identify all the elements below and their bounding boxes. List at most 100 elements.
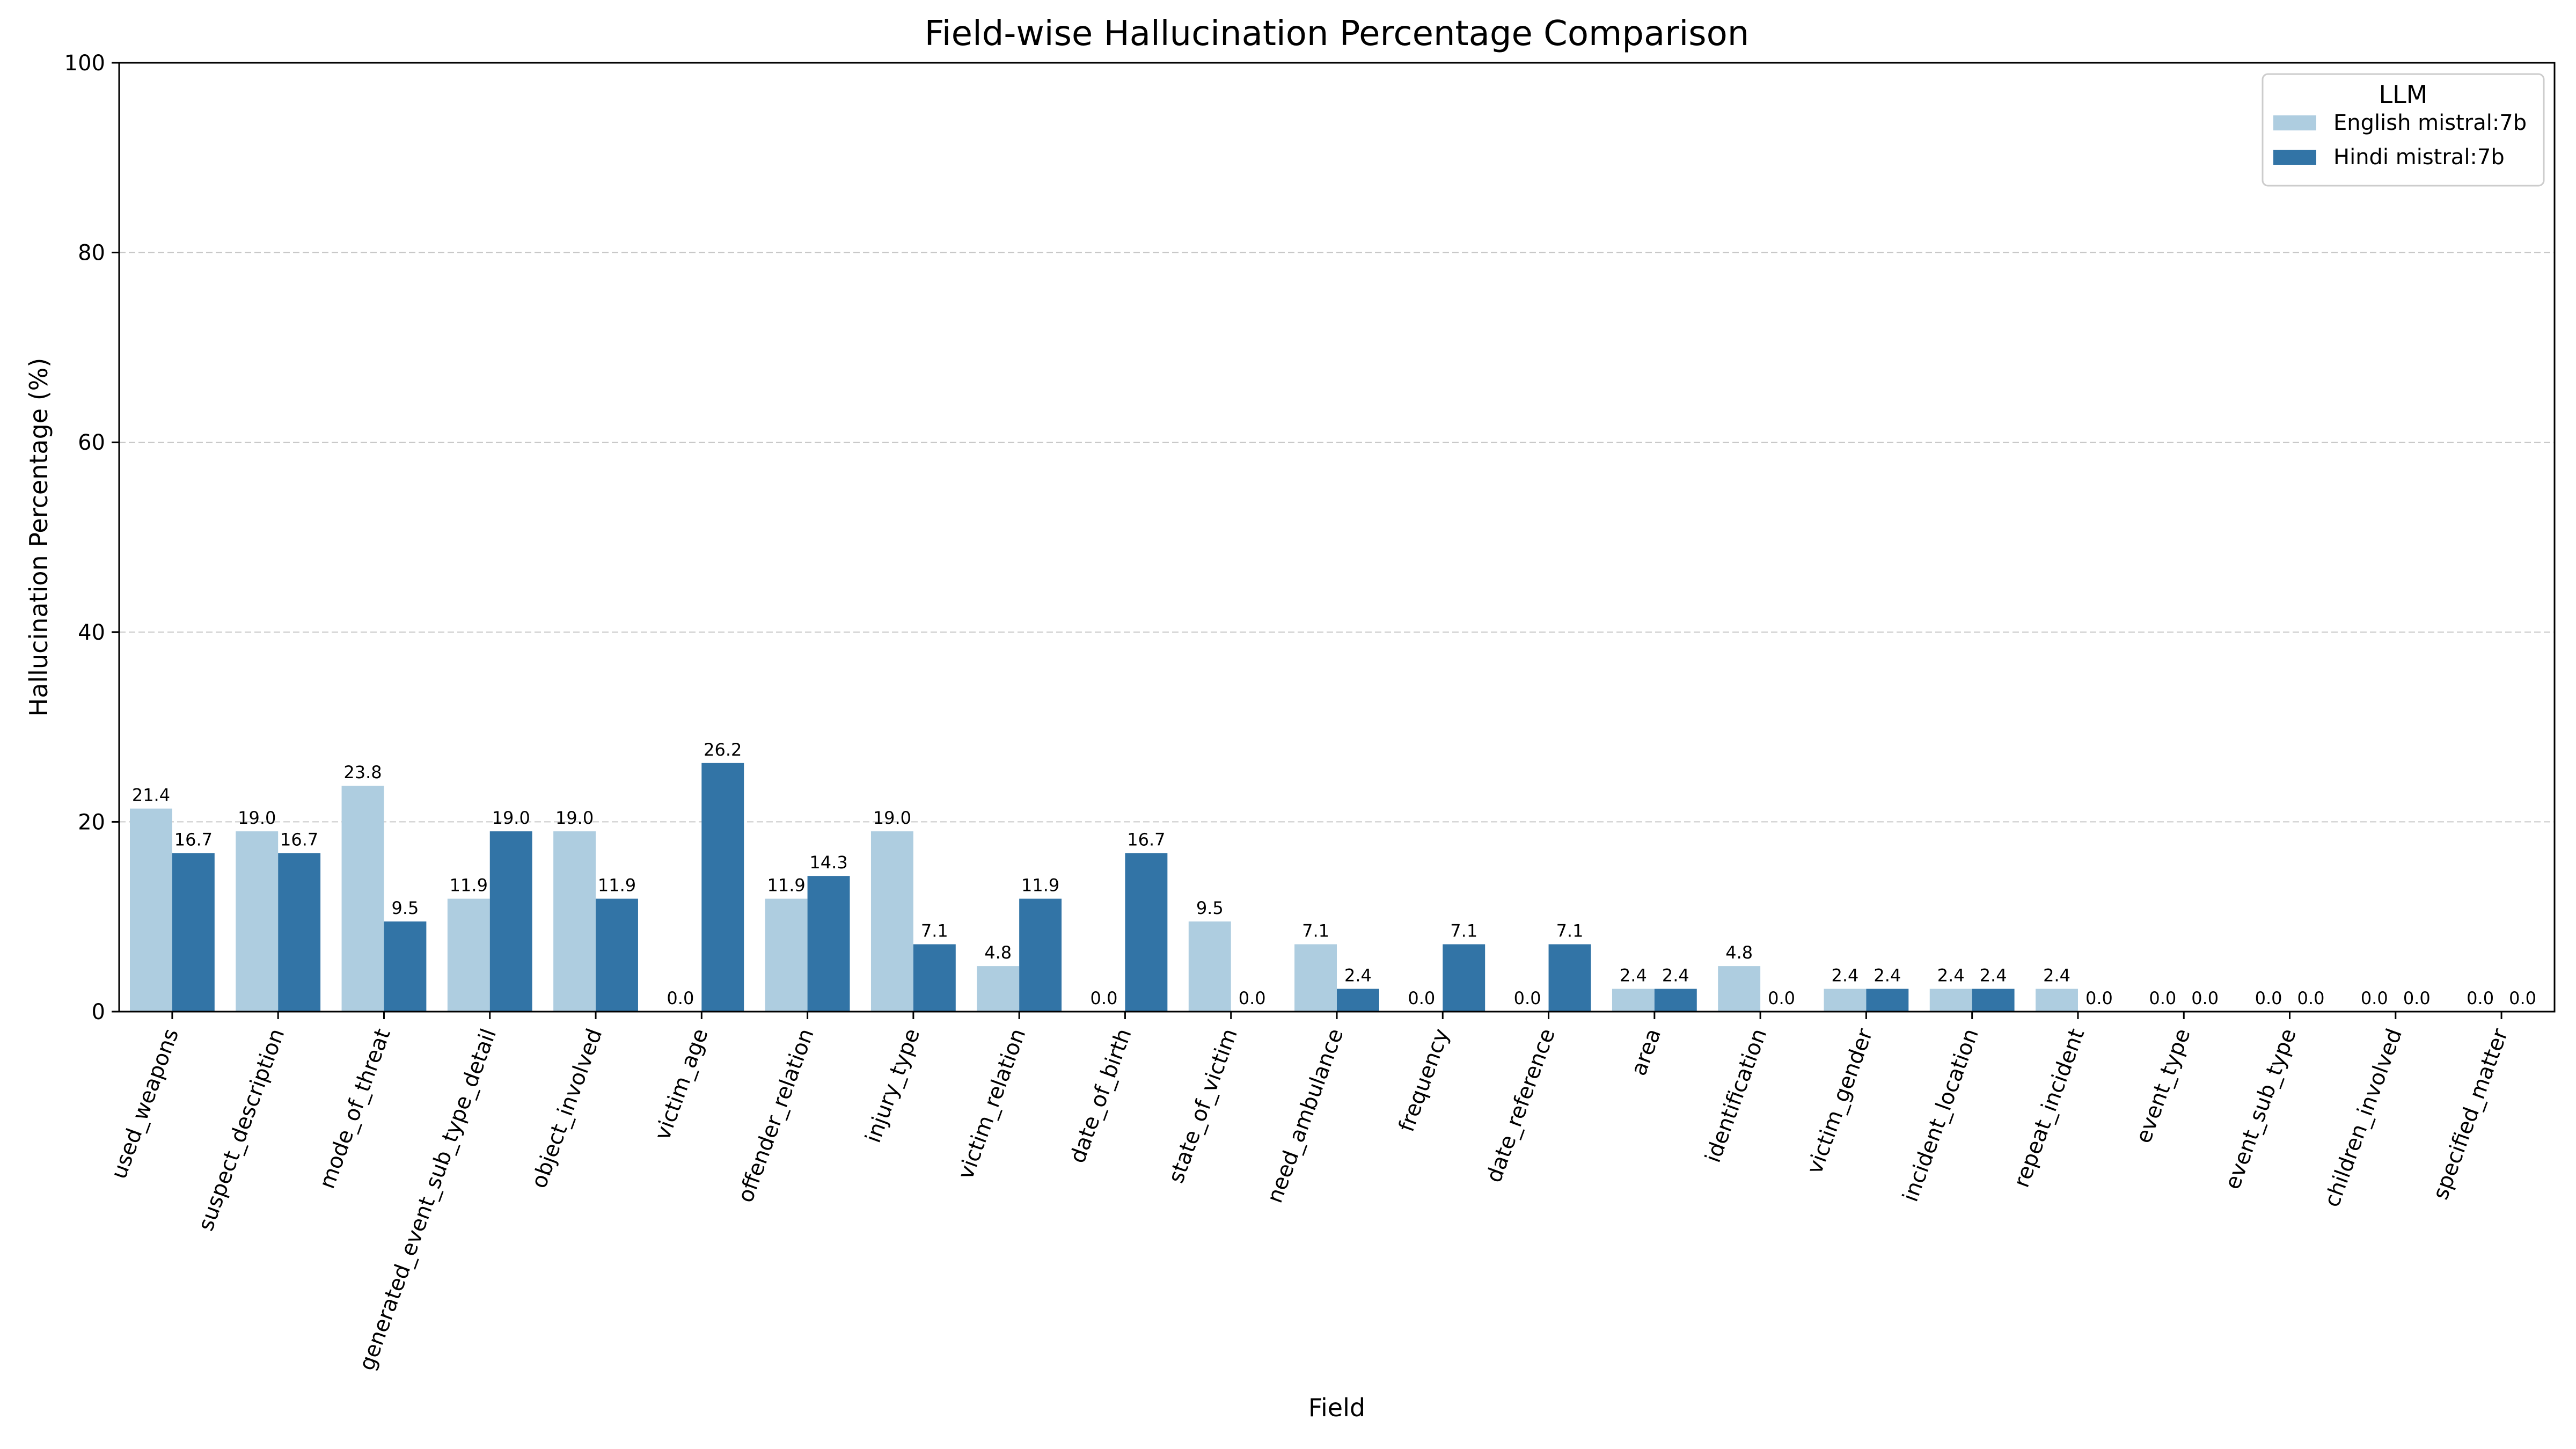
bar-value-label: 0.0 <box>2149 988 2176 1008</box>
bar-value-label: 0.0 <box>1239 988 1266 1008</box>
bar-value-label: 2.4 <box>1937 965 1965 986</box>
grid-lines <box>119 252 2555 823</box>
legend-title: LLM <box>2379 80 2428 109</box>
legend-swatch <box>2273 115 2316 130</box>
bar-english <box>1294 944 1337 1012</box>
legend-items: English mistral:7b Hindi mistral:7b <box>2273 111 2527 170</box>
y-axis: 0 20 40 60 80 100 <box>64 51 119 1024</box>
y-tick-label: 20 <box>78 810 105 835</box>
bar-hindi <box>278 853 321 1012</box>
bar-value-label: 0.0 <box>2297 988 2325 1008</box>
legend-swatch <box>2273 150 2316 165</box>
y-tick-label: 100 <box>64 51 105 76</box>
bar-value-label: 19.0 <box>492 808 530 828</box>
bar-value-label: 0.0 <box>1514 988 1541 1008</box>
bar-value-label: 11.9 <box>450 875 488 896</box>
bar-value-label: 0.0 <box>2467 988 2494 1008</box>
bar-value-label: 9.5 <box>391 898 419 918</box>
bar-english <box>1718 966 1761 1012</box>
bars <box>130 763 2078 1012</box>
bar-value-label: 4.8 <box>1725 942 1753 963</box>
bar-hindi <box>1019 898 1062 1012</box>
bar-value-label: 0.0 <box>667 988 694 1008</box>
legend-label: Hindi mistral:7b <box>2333 145 2505 170</box>
bar-value-label: 4.8 <box>984 942 1012 963</box>
y-axis-label: Hallucination Percentage (%) <box>24 358 53 717</box>
bar-value-label: 7.1 <box>1302 920 1329 941</box>
bar-english <box>765 898 808 1012</box>
bar-value-labels: 21.4 19.0 23.8 11.9 19.0 0.0 11.9 19.0 4.8 0.0 9.5… <box>132 740 2536 1008</box>
bar-hindi <box>596 898 638 1012</box>
bar-value-label: 0.0 <box>2403 988 2431 1008</box>
bar-value-label: 0.0 <box>2085 988 2113 1008</box>
bar-english <box>870 831 913 1012</box>
bar-value-label: 11.9 <box>598 875 636 896</box>
bar-hindi <box>1866 989 1909 1012</box>
bar-hindi <box>1548 944 1591 1012</box>
bar-hindi <box>489 831 532 1012</box>
bar-value-label: 9.5 <box>1196 898 1224 918</box>
bar-value-label: 19.0 <box>555 808 594 828</box>
bar-english <box>447 898 490 1012</box>
bar-english <box>977 966 1020 1012</box>
bar-english <box>130 808 172 1012</box>
bar-value-label: 2.4 <box>1662 965 1689 986</box>
y-tick-label: 40 <box>78 620 105 645</box>
bar-value-label: 16.7 <box>174 830 213 850</box>
bar-hindi <box>1337 989 1379 1012</box>
bar-value-label: 16.7 <box>1127 830 1165 850</box>
bar-english <box>2036 989 2078 1012</box>
bar-value-label: 2.4 <box>2043 965 2070 986</box>
bar-value-label: 11.9 <box>767 875 806 896</box>
chart-title: Field-wise Hallucination Percentage Comp… <box>925 14 1750 54</box>
bar-hindi <box>913 944 956 1012</box>
bar-value-label: 14.3 <box>809 852 847 873</box>
y-tick-label: 80 <box>78 241 105 266</box>
bar-english <box>1188 921 1231 1012</box>
bar-value-label: 16.7 <box>280 830 318 850</box>
bar-hindi <box>384 921 427 1012</box>
legend-label: English mistral:7b <box>2333 111 2527 135</box>
bar-english <box>553 831 596 1012</box>
legend: LLM English mistral:7b Hindi mistral:7b <box>2262 73 2545 187</box>
bar-value-label: 19.0 <box>238 808 276 828</box>
bar-value-label: 2.4 <box>1832 965 1859 986</box>
bar-value-label: 2.4 <box>1620 965 1647 986</box>
bar-value-label: 7.1 <box>1450 920 1477 941</box>
bar-english <box>1824 989 1867 1012</box>
bar-hindi <box>1125 853 1168 1012</box>
x-axis-label: Field <box>1308 1393 1365 1422</box>
bar-value-label: 7.1 <box>921 920 948 941</box>
bar-value-label: 0.0 <box>2255 988 2282 1008</box>
bar-value-label: 0.0 <box>1408 988 1435 1008</box>
bar-value-label: 21.4 <box>132 785 170 806</box>
bar-english <box>236 831 279 1012</box>
legend-box <box>2262 73 2545 187</box>
bar-value-label: 23.8 <box>343 762 382 782</box>
bar-value-label: 19.0 <box>873 808 911 828</box>
bar-hindi <box>807 876 850 1012</box>
bar-value-label: 0.0 <box>2509 988 2536 1008</box>
bar-value-label: 2.4 <box>1344 965 1372 986</box>
bar-value-label: 26.2 <box>704 740 742 760</box>
bar-value-label: 0.0 <box>2361 988 2388 1008</box>
bar-value-label: 0.0 <box>1091 988 1118 1008</box>
bar-value-label: 7.1 <box>1556 920 1584 941</box>
bar-value-label: 0.0 <box>1768 988 1795 1008</box>
bar-english <box>1612 989 1655 1012</box>
bar-hindi <box>1972 989 2015 1012</box>
bar-value-label: 11.9 <box>1021 875 1059 896</box>
bar-hindi <box>172 853 215 1012</box>
bar-hindi <box>1654 989 1697 1012</box>
bar-value-label: 2.4 <box>1980 965 2007 986</box>
bar-english <box>1929 989 1972 1012</box>
bar-hindi <box>701 763 744 1012</box>
y-tick-label: 60 <box>78 430 105 455</box>
bar-value-label: 2.4 <box>1874 965 1901 986</box>
bar-english <box>341 786 384 1012</box>
bar-hindi <box>1443 944 1485 1012</box>
bar-value-label: 0.0 <box>2191 988 2219 1008</box>
y-tick-label: 0 <box>92 1000 105 1024</box>
